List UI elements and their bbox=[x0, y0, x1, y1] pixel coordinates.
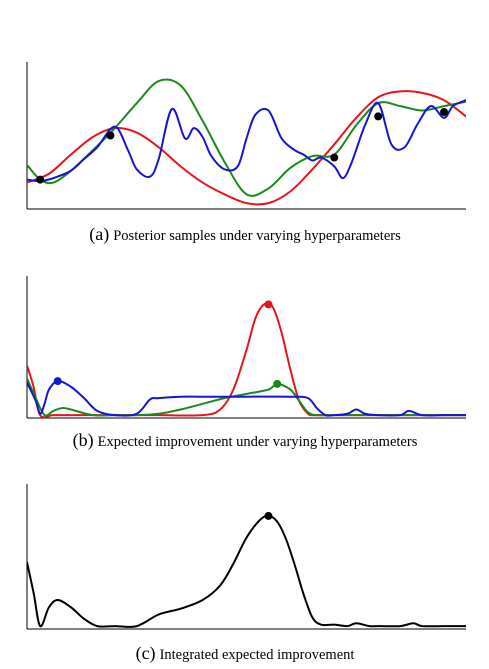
panel-c-black-maximum-point bbox=[264, 511, 273, 520]
panel-c-maxima bbox=[264, 511, 273, 520]
panel-a-observations bbox=[36, 107, 449, 184]
panel-a-observation-point bbox=[36, 175, 45, 184]
panel-c-black-line bbox=[27, 514, 466, 628]
panel-b-blue-line bbox=[27, 380, 466, 417]
panel-c-caption: (c) Integrated expected improvement bbox=[136, 643, 355, 664]
panel-b-green-maximum-point bbox=[273, 379, 282, 388]
panel-b-red-maximum-point bbox=[264, 300, 273, 309]
panel-b-caption: (b) Expected improvement under varying hy… bbox=[73, 430, 418, 451]
panel-b-axes bbox=[26, 276, 466, 419]
panel-c-series bbox=[27, 514, 466, 628]
panel-a-caption: (a) Posterior samples under varying hyper… bbox=[89, 224, 401, 245]
panel-c-axes bbox=[26, 484, 466, 630]
panel-b-red-line bbox=[27, 302, 466, 418]
panel-b: (b) Expected improvement under varying hy… bbox=[26, 276, 466, 451]
panel-a-blue-line bbox=[27, 99, 466, 183]
panel-a-observation-point bbox=[440, 107, 449, 116]
panel-a-axes bbox=[26, 62, 466, 210]
panel-a-series bbox=[27, 78, 466, 206]
panel-c: (c) Integrated expected improvement bbox=[26, 484, 466, 664]
panel-b-maxima bbox=[53, 300, 282, 388]
panel-a: (a) Posterior samples under varying hyper… bbox=[26, 62, 466, 245]
panel-b-blue-maximum-point bbox=[53, 377, 62, 386]
panel-a-observation-point bbox=[330, 153, 339, 162]
panel-b-green-line bbox=[27, 377, 466, 417]
panel-a-observation-point bbox=[106, 131, 115, 140]
panel-a-red-line bbox=[27, 90, 466, 206]
panel-b-series bbox=[27, 302, 466, 418]
panel-a-observation-point bbox=[374, 112, 383, 121]
